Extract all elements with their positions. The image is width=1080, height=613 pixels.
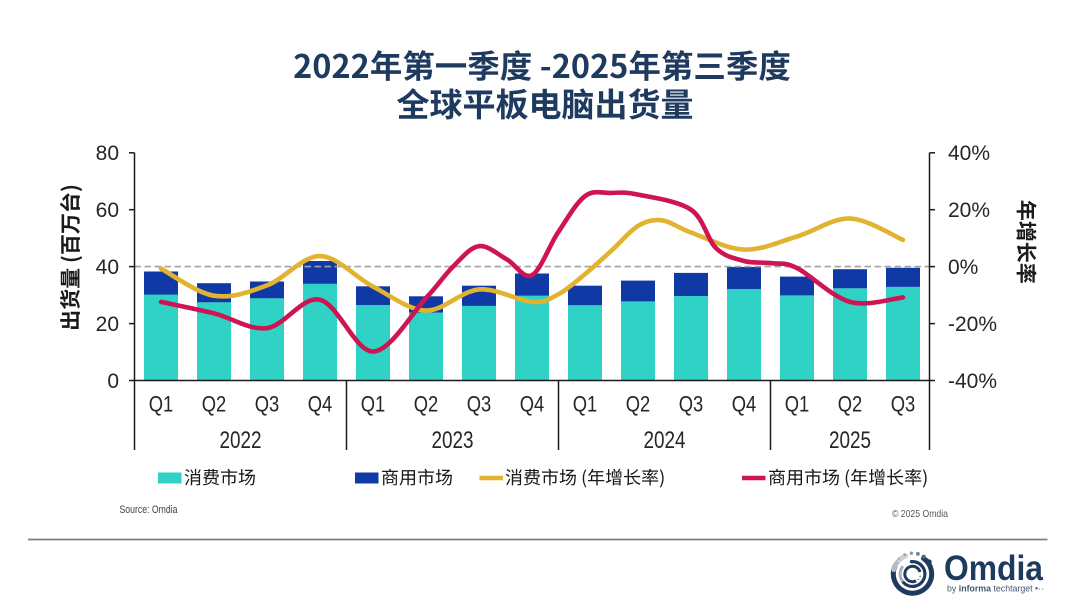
- svg-text:by informa techtarget •··: by informa techtarget •··: [947, 584, 1044, 595]
- svg-text:Q1: Q1: [149, 392, 174, 417]
- svg-text:-40%: -40%: [948, 370, 997, 393]
- svg-text:40%: 40%: [948, 142, 990, 165]
- svg-text:Q3: Q3: [679, 392, 704, 417]
- svg-text:-20%: -20%: [948, 313, 997, 336]
- svg-text:Q3: Q3: [891, 392, 916, 417]
- svg-text:20%: 20%: [948, 199, 990, 222]
- svg-text:2022: 2022: [220, 427, 262, 454]
- svg-text:Q4: Q4: [732, 392, 757, 417]
- svg-text:Q3: Q3: [255, 392, 280, 417]
- svg-text:40: 40: [96, 256, 119, 279]
- svg-text:80: 80: [96, 142, 119, 165]
- svg-text:Source: Omdia: Source: Omdia: [120, 504, 179, 516]
- svg-text:Q2: Q2: [626, 392, 651, 417]
- svg-text:Q2: Q2: [414, 392, 439, 417]
- svg-text:2024: 2024: [644, 427, 686, 454]
- svg-text:Q1: Q1: [785, 392, 810, 417]
- svg-text:Q1: Q1: [573, 392, 598, 417]
- svg-text:Q4: Q4: [308, 392, 333, 417]
- svg-text:0%: 0%: [948, 256, 978, 279]
- svg-text:Omdia: Omdia: [944, 549, 1043, 588]
- svg-text:0: 0: [107, 370, 119, 393]
- svg-text:2025: 2025: [829, 427, 871, 454]
- svg-text:Q4: Q4: [520, 392, 545, 417]
- svg-text:Q3: Q3: [467, 392, 492, 417]
- svg-text:60: 60: [96, 199, 119, 222]
- svg-text:2023: 2023: [432, 427, 474, 454]
- svg-text:Q2: Q2: [202, 392, 227, 417]
- svg-text:Q2: Q2: [838, 392, 863, 417]
- svg-text:Q1: Q1: [361, 392, 386, 417]
- svg-text:20: 20: [96, 313, 119, 336]
- svg-text:© 2025 Omdia: © 2025 Omdia: [892, 508, 948, 520]
